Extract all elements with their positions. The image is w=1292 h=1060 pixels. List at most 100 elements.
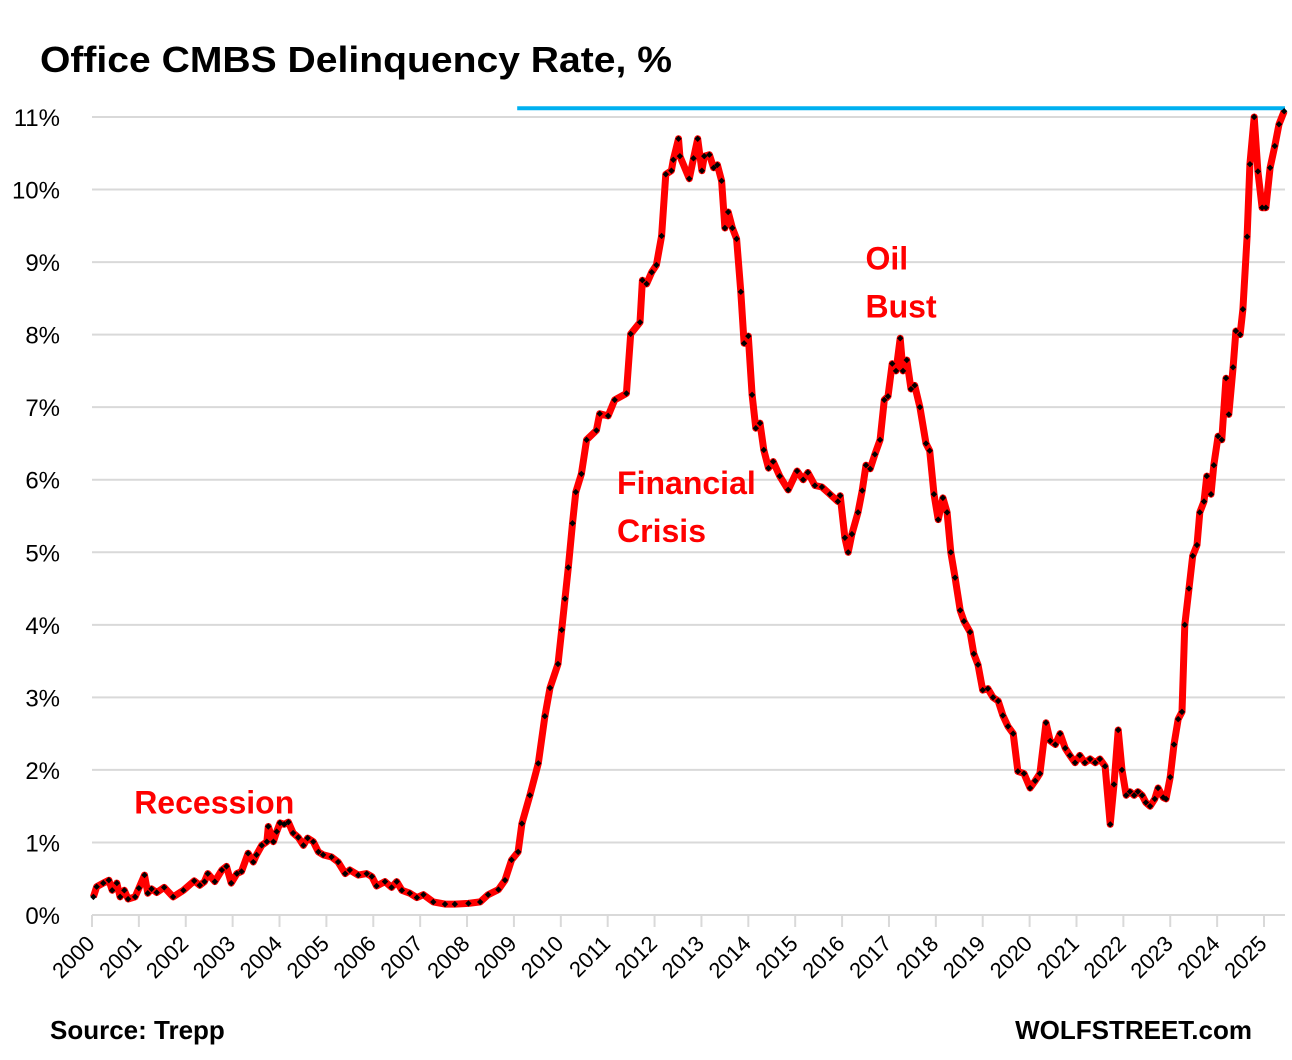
data-point	[1262, 204, 1270, 211]
data-point	[854, 509, 862, 516]
data-point	[1214, 433, 1222, 440]
data-point	[1232, 327, 1240, 335]
data-point	[930, 491, 938, 498]
data-point	[1196, 509, 1203, 516]
data-point	[393, 878, 400, 885]
x-tick-label: 2000	[47, 931, 99, 983]
data-point	[943, 509, 951, 516]
data-point	[1042, 719, 1050, 726]
data-point	[304, 834, 311, 842]
data-point	[1236, 331, 1244, 338]
data-point	[160, 884, 168, 891]
y-tick-label: 3%	[25, 685, 60, 712]
data-point	[1146, 802, 1154, 810]
data-point	[116, 893, 124, 901]
data-point	[760, 446, 767, 454]
data-point	[233, 870, 241, 877]
data-point	[1271, 142, 1278, 150]
data-point	[1052, 741, 1059, 748]
data-point	[113, 879, 121, 887]
data-point	[273, 828, 280, 835]
data-point	[799, 476, 807, 483]
data-point	[561, 595, 569, 602]
x-tick-label: 2020	[985, 931, 1037, 983]
data-point	[701, 152, 708, 160]
data-point	[710, 164, 717, 171]
data-point	[430, 898, 437, 906]
data-point	[957, 607, 964, 614]
data-point	[1126, 788, 1134, 795]
data-point	[546, 684, 554, 692]
data-point	[578, 470, 585, 478]
x-tick-label: 2014	[704, 931, 756, 983]
data-point	[1225, 411, 1233, 418]
data-point	[558, 626, 565, 634]
data-point	[420, 891, 427, 898]
data-point	[565, 564, 572, 571]
data-point	[541, 713, 549, 720]
data-point	[848, 530, 856, 538]
chart-title: Office CMBS Delinquency Rate, %	[40, 39, 672, 80]
x-tick-label: 2006	[329, 931, 381, 983]
data-point	[903, 356, 910, 364]
data-point	[1162, 795, 1170, 803]
data-point	[1122, 792, 1130, 799]
brand-watermark: WOLFSTREET.com	[1015, 1015, 1252, 1045]
gridlines	[92, 116, 1285, 916]
data-point	[346, 866, 354, 874]
data-point	[922, 440, 930, 447]
data-point	[881, 396, 888, 404]
data-point	[818, 483, 826, 491]
data-point	[714, 161, 721, 169]
data-point	[1026, 784, 1034, 792]
data-point	[1210, 462, 1218, 469]
data-point	[196, 882, 204, 889]
data-point	[916, 403, 924, 411]
y-tick-label: 8%	[25, 323, 60, 350]
data-point	[951, 574, 959, 581]
data-point	[984, 685, 992, 692]
data-point	[406, 890, 414, 897]
data-point	[623, 390, 630, 397]
data-point	[627, 330, 634, 338]
data-point	[804, 469, 812, 476]
data-point	[289, 829, 297, 837]
data-point	[694, 135, 701, 142]
data-point	[1258, 204, 1266, 211]
data-point	[765, 464, 772, 472]
data-point	[90, 893, 97, 901]
data-point	[752, 425, 760, 432]
data-point	[180, 887, 187, 894]
data-point	[1118, 766, 1126, 774]
x-tick-label: 2008	[422, 931, 474, 983]
data-point	[966, 628, 974, 636]
data-point	[837, 492, 844, 499]
data-point	[1032, 777, 1039, 784]
x-tick-label: 2015	[750, 931, 802, 983]
data-point	[1154, 784, 1162, 792]
data-point	[495, 886, 502, 893]
data-point	[1218, 436, 1226, 444]
data-point	[994, 697, 1002, 705]
data-point	[441, 900, 449, 908]
data-point	[668, 167, 675, 174]
data-point	[569, 520, 576, 527]
data-point	[1009, 730, 1017, 737]
data-point	[784, 486, 792, 494]
data-point	[413, 894, 421, 901]
data-point	[729, 224, 736, 232]
x-tick-label: 2005	[282, 931, 334, 983]
data-point	[1138, 792, 1146, 799]
data-point	[653, 261, 660, 269]
x-tick-label: 2007	[375, 931, 427, 983]
data-point	[740, 340, 748, 347]
data-point	[662, 171, 670, 178]
data-point	[867, 465, 874, 473]
data-point	[535, 760, 542, 767]
data-point	[596, 410, 603, 417]
source-note: Source: Trepp	[50, 1015, 225, 1045]
data-point	[295, 834, 302, 841]
data-point	[451, 900, 459, 908]
data-point	[355, 871, 362, 879]
data-point	[686, 175, 693, 182]
